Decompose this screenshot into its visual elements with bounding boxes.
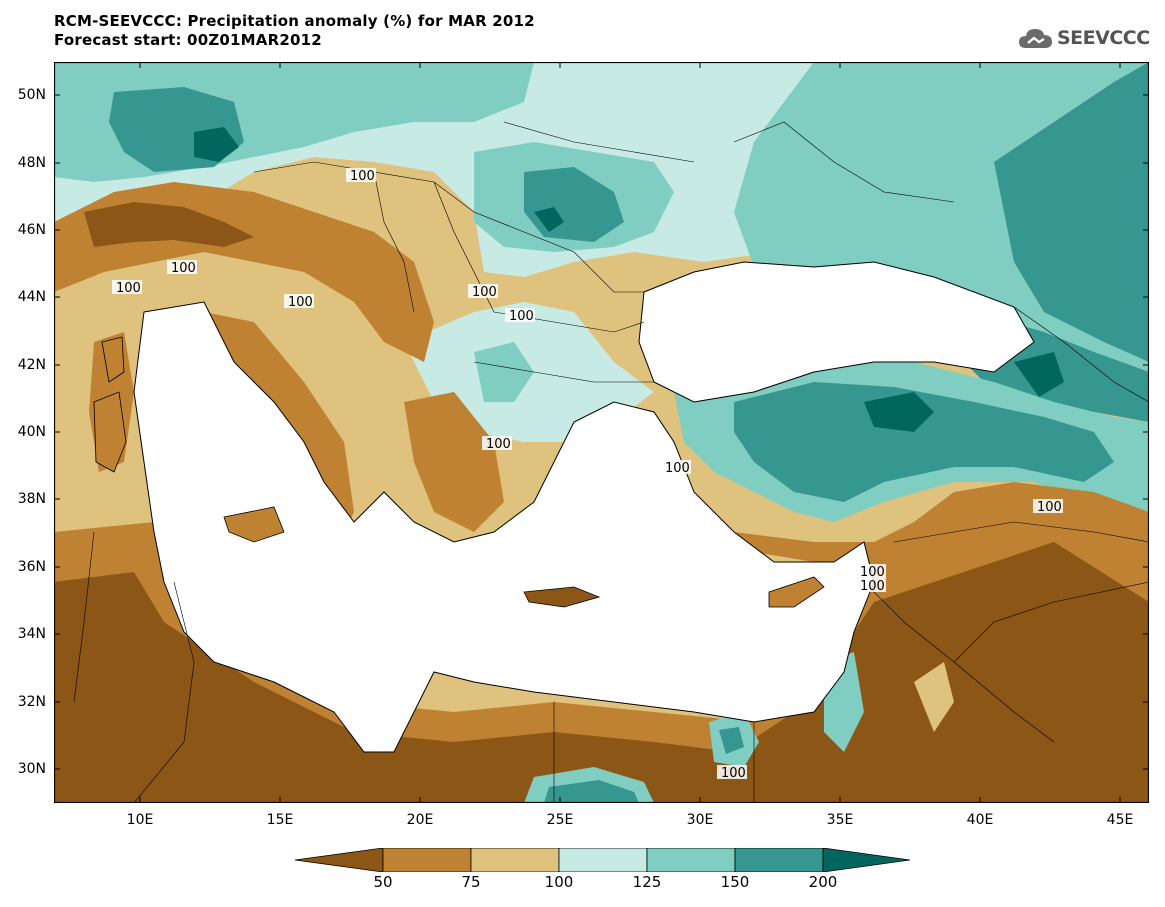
colorbar-segment	[382, 847, 472, 873]
lat-label: 44N	[17, 289, 46, 305]
region-greece-dry	[404, 392, 504, 532]
title-line-2: Forecast start: 00Z01MAR2012	[54, 31, 322, 49]
colorbar-segment	[822, 847, 911, 873]
contour-label: 100	[509, 309, 534, 324]
map-border	[54, 62, 1149, 803]
coastlines	[133, 261, 1035, 753]
colorbar-label: 75	[461, 873, 481, 891]
colorbar-label: 125	[632, 873, 662, 891]
region-balkan-wet-2	[474, 342, 534, 402]
lon-label: 20E	[406, 812, 434, 828]
contour-label: 100	[721, 766, 746, 781]
region-carpathian-peak	[534, 207, 564, 232]
contour-label: 100	[665, 461, 690, 476]
mediterranean-sea	[134, 302, 874, 752]
region-turkey-core	[734, 382, 1114, 502]
contour-label: 100	[472, 285, 497, 300]
colorbar-label: 200	[808, 873, 838, 891]
contour-label: 100	[860, 565, 885, 580]
contour-label: 100	[171, 261, 196, 276]
cloud-icon	[1019, 29, 1052, 48]
colorbar-label: 100	[544, 873, 574, 891]
colorbar-segment	[734, 847, 824, 873]
title-line-1: RCM-SEEVCCC: Precipitation anomaly (%) f…	[54, 12, 535, 30]
lat-label: 40N	[17, 424, 46, 440]
contour-label: 100	[486, 437, 511, 452]
lat-label: 36N	[17, 559, 46, 575]
region-east-wet-2	[994, 62, 1149, 362]
lon-label: 10E	[126, 812, 154, 828]
colorbar-segment	[294, 847, 384, 873]
lat-label: 48N	[17, 155, 46, 171]
lon-label: 40E	[966, 812, 994, 828]
contour-label: 100	[860, 579, 885, 594]
region-africa-very-dry	[54, 542, 1149, 803]
contour-label: 100	[116, 281, 141, 296]
colorbar-segment	[646, 847, 736, 873]
colorbar-segment	[470, 847, 560, 873]
island-crete	[523, 586, 601, 608]
lat-label: 34N	[17, 626, 46, 642]
lat-label: 50N	[17, 87, 46, 103]
contour-label: 100	[350, 169, 375, 184]
contour-label: 100	[288, 295, 313, 310]
region-alps-very-dry	[84, 202, 254, 247]
lat-label: 32N	[17, 694, 46, 710]
lon-label: 25E	[546, 812, 574, 828]
contour-labels: 100 100 100 100 100 100 100 100 100 100 …	[112, 168, 1063, 781]
lat-label: 42N	[17, 357, 46, 373]
region-egypt-wet-core	[719, 727, 744, 754]
lon-label: 45E	[1106, 812, 1134, 828]
colorbar	[294, 847, 911, 873]
black-sea	[639, 262, 1034, 402]
colorbar-segment	[558, 847, 648, 873]
map-frame: 100 100 100 100 100 100 100 100 100 100 …	[54, 62, 1149, 803]
colorbar-label: 50	[373, 873, 393, 891]
lat-label: 38N	[17, 491, 46, 507]
map-title: RCM-SEEVCCC: Precipitation anomaly (%) f…	[54, 12, 535, 50]
country-borders	[73, 121, 1149, 803]
region-libya-wet-core	[544, 780, 639, 803]
seevccc-logo: SEEVCCC	[1018, 22, 1150, 54]
island-sardinia	[93, 391, 127, 473]
logo-text: SEEVCCC	[1057, 27, 1150, 49]
region-czech-peak	[194, 127, 239, 162]
lon-label: 30E	[686, 812, 714, 828]
colorbar-label: 150	[720, 873, 750, 891]
region-turkey-peak-2	[1014, 352, 1064, 397]
region-jordan-light	[914, 662, 954, 732]
island-corsica	[101, 336, 125, 383]
colorbar-graphic	[294, 847, 911, 873]
contour-label: 100	[1037, 500, 1062, 515]
lon-label: 15E	[266, 812, 294, 828]
lat-label: 46N	[17, 222, 46, 238]
lat-label: 30N	[17, 761, 46, 777]
region-turkey-peak	[864, 392, 934, 432]
lon-label: 35E	[826, 812, 854, 828]
island-cyprus	[768, 576, 825, 608]
island-sicily	[223, 506, 285, 543]
precipitation-anomaly-map: 100 100 100 100 100 100 100 100 100 100 …	[54, 62, 1149, 803]
